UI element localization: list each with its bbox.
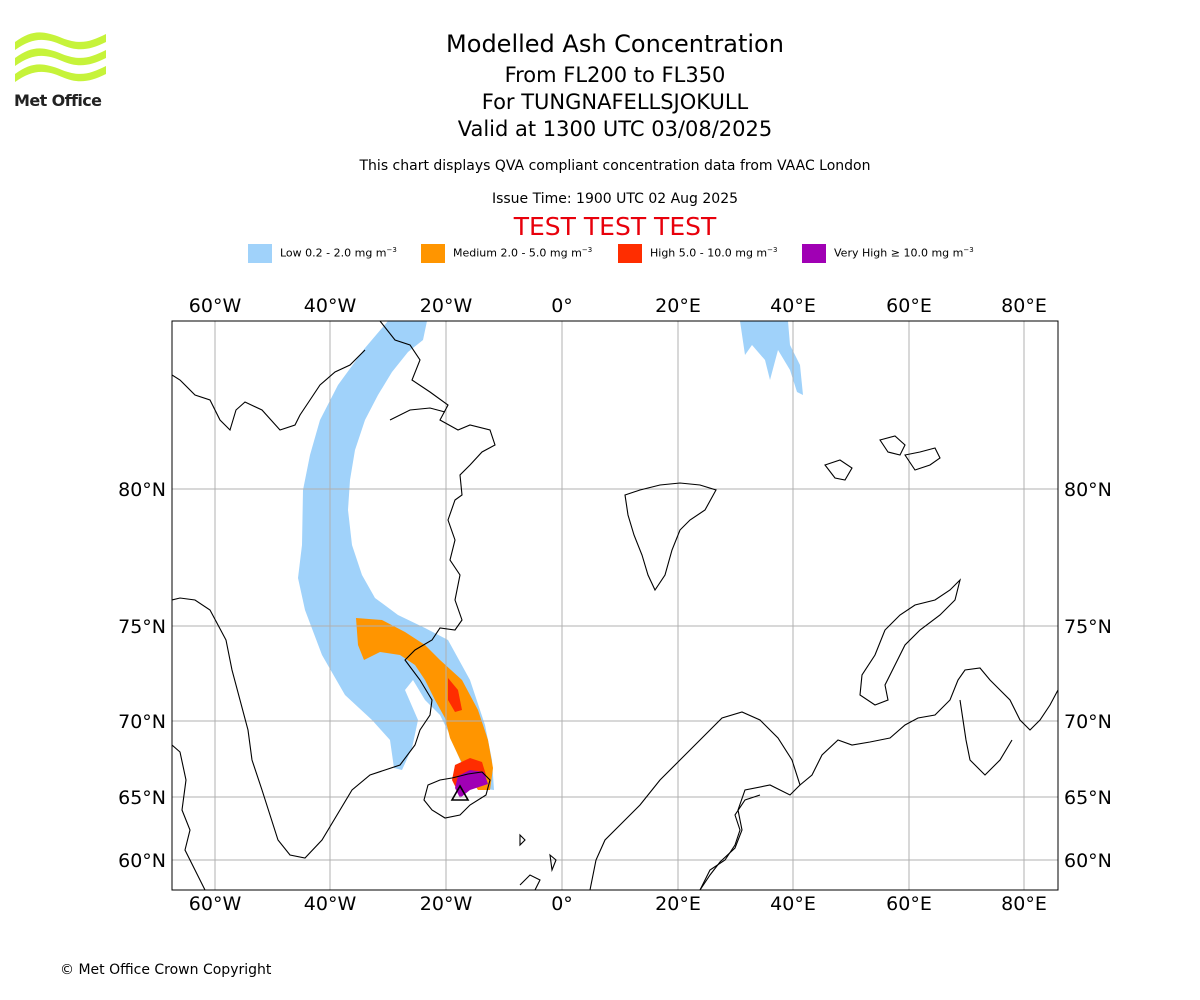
flight-levels: From FL200 to FL350 [504, 63, 726, 87]
lat-label: 70°N [1064, 711, 1112, 733]
lon-label: 40°W [304, 295, 357, 317]
lon-label: 40°E [770, 893, 816, 915]
legend-swatch-very-high [802, 244, 826, 263]
ash-medium-area [356, 618, 493, 790]
legend-swatch-high [618, 244, 642, 263]
lon-label: 20°E [655, 295, 701, 317]
test-banner: TEST TEST TEST [513, 212, 717, 241]
lon-label: 20°E [655, 893, 701, 915]
lat-label: 65°N [118, 787, 166, 809]
lat-label: 65°N [1064, 787, 1112, 809]
lat-label: 75°N [118, 616, 166, 638]
lon-labels-bottom: 60°W 40°W 20°W 0° 20°E 40°E 60°E 80°E [189, 893, 1047, 915]
lat-label: 70°N [118, 711, 166, 733]
lat-label: 75°N [1064, 616, 1112, 638]
valid-time: Valid at 1300 UTC 03/08/2025 [457, 117, 773, 141]
map-frame [171, 320, 1059, 891]
chart-subtitle: This chart displays QVA compliant concen… [359, 158, 871, 174]
lon-label: 60°W [189, 295, 242, 317]
lat-label: 60°N [118, 850, 166, 872]
legend-swatch-medium [421, 244, 445, 263]
lat-labels-left: 80°N 75°N 70°N 65°N 60°N [118, 479, 166, 872]
lon-label: 60°E [886, 295, 932, 317]
volcano-name: For TUNGNAFELLSJOKULL [481, 90, 749, 114]
lat-labels-right: 80°N 75°N 70°N 65°N 60°N [1064, 479, 1112, 872]
lon-label: 20°W [420, 893, 473, 915]
lat-label: 80°N [1064, 479, 1112, 501]
lat-label: 80°N [118, 479, 166, 501]
lon-label: 40°E [770, 295, 816, 317]
legend: Low 0.2 - 2.0 mg m−3 Medium 2.0 - 5.0 mg… [0, 244, 1200, 264]
ash-low-area [298, 321, 803, 790]
logo-label: Met Office [14, 91, 102, 110]
lon-label: 0° [551, 893, 573, 915]
met-office-logo: Met Office [12, 28, 112, 118]
legend-label-very-high: Very High ≥ 10.0 mg m−3 [834, 246, 974, 260]
copyright-notice: © Met Office Crown Copyright [60, 962, 272, 978]
triangle-icon [450, 784, 470, 801]
legend-label-high: High 5.0 - 10.0 mg m−3 [650, 246, 778, 260]
legend-label-medium: Medium 2.0 - 5.0 mg m−3 [453, 246, 593, 260]
map-gridlines [172, 321, 1058, 890]
map-layers [172, 321, 1058, 890]
met-office-wave-icon [15, 32, 106, 82]
chart-title: Modelled Ash Concentration [446, 30, 784, 58]
lon-label: 20°W [420, 295, 473, 317]
lon-label: 80°E [1001, 295, 1047, 317]
coastlines [172, 321, 1058, 890]
lon-labels-top: 60°W 40°W 20°W 0° 20°E 40°E 60°E 80°E [189, 295, 1047, 317]
lon-label: 80°E [1001, 893, 1047, 915]
legend-swatch-low [248, 244, 272, 263]
lon-label: 0° [551, 295, 573, 317]
lon-label: 40°W [304, 893, 357, 915]
lon-label: 60°E [886, 893, 932, 915]
lat-label: 60°N [1064, 850, 1112, 872]
lon-label: 60°W [189, 893, 242, 915]
legend-label-low: Low 0.2 - 2.0 mg m−3 [280, 246, 397, 260]
issue-time: Issue Time: 1900 UTC 02 Aug 2025 [491, 191, 739, 207]
